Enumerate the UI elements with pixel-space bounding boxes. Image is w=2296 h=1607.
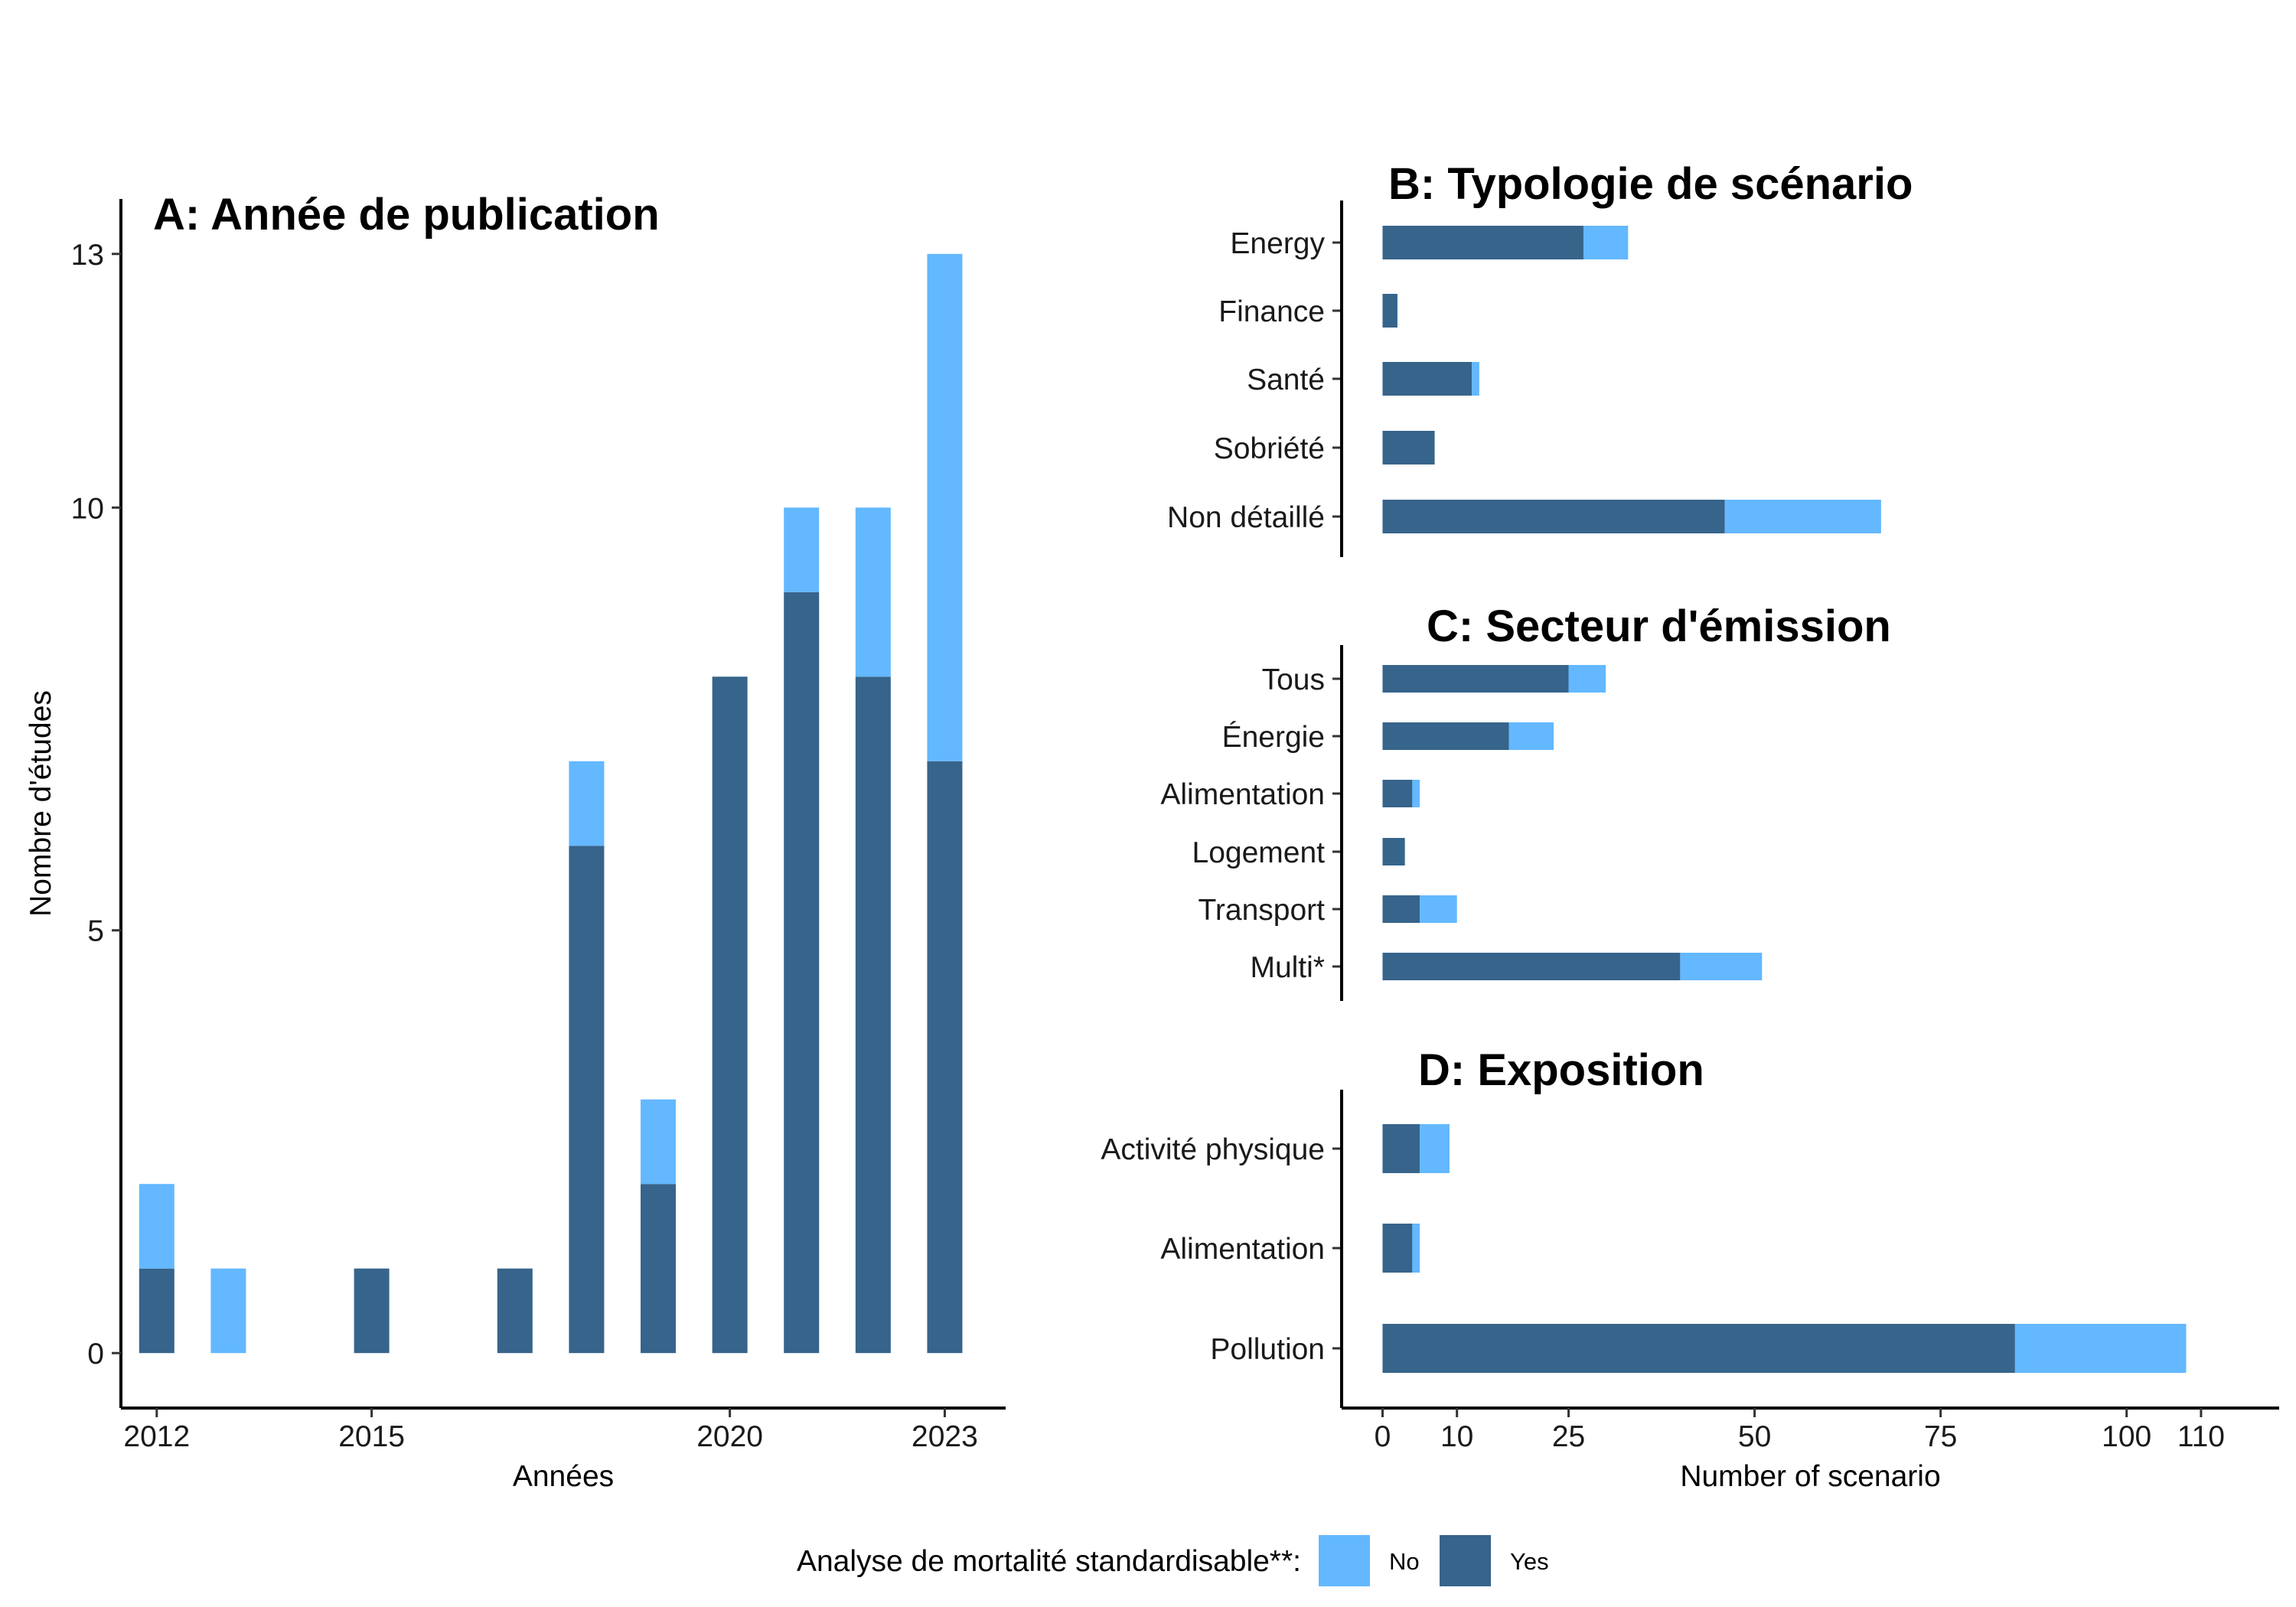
x-tick-label: 2015 [338, 1420, 405, 1453]
category-label: Activité physique [1101, 1133, 1325, 1166]
x-axis-title: Années [513, 1460, 614, 1493]
x-axis-title: Number of scenario [1680, 1460, 1940, 1493]
legend: Analyse de mortalité standardisable**: No… [797, 1535, 1549, 1586]
x-tick-label: 2023 [912, 1420, 978, 1453]
category-label: Énergie [1222, 721, 1325, 754]
category-label: Logement [1192, 836, 1326, 869]
panel-title: A: Année de publication [153, 190, 660, 240]
bar-2022-no [855, 507, 891, 677]
category-label: Energy [1230, 227, 1325, 260]
bar-non-detaille-yes [1382, 500, 1725, 533]
bar-activite-physique-no [1420, 1124, 1450, 1173]
bar-2012-no [139, 1184, 174, 1269]
bar-multi-no [1680, 953, 1763, 980]
bar-sobriete-yes [1382, 431, 1435, 464]
x-tick-label: 10 [1440, 1420, 1473, 1453]
category-label: Pollution [1210, 1333, 1325, 1366]
y-tick-label: 13 [71, 239, 104, 272]
x-tick-label: 2012 [123, 1420, 190, 1453]
bar-energy-no [1583, 226, 1629, 259]
bar-2018-no [569, 761, 605, 846]
bar-energie-yes [1382, 722, 1509, 750]
bar-2013-no [210, 1268, 246, 1354]
legend-title: Analyse de mortalité standardisable**: [797, 1545, 1301, 1578]
bar-pollution-no [2014, 1324, 2187, 1373]
bar-2017-yes [497, 1268, 533, 1354]
x-tick-label: 2020 [696, 1420, 763, 1453]
bar-energy-yes [1382, 226, 1583, 259]
x-tick-label: 25 [1552, 1420, 1585, 1453]
x-tick-label: 100 [2102, 1420, 2151, 1453]
bar-finance-yes [1382, 294, 1397, 328]
y-tick-label: 10 [71, 492, 104, 525]
bar-pollution-yes [1382, 1324, 2015, 1373]
bar-transport-no [1420, 895, 1457, 923]
category-label: Santé [1247, 363, 1325, 396]
panel-a-publication-year: 0 5 10 13 2012 2015 2020 2023 A: Année de public… [24, 190, 1006, 1493]
panel-d-exposure: D: Exposition Activité physique Alimentati… [1101, 1045, 2279, 1493]
category-label: Alimentation [1160, 778, 1325, 811]
bar-multi-yes [1382, 953, 1681, 980]
bar-energie-no [1508, 722, 1554, 750]
bar-2021-yes [784, 592, 820, 1354]
category-label: Non détaillé [1167, 501, 1325, 534]
y-tick-label: 5 [87, 915, 104, 948]
legend-label-yes: Yes [1510, 1548, 1549, 1575]
y-tick-label: 0 [87, 1338, 104, 1371]
bar-2018-yes [569, 846, 605, 1354]
bar-2012-yes [139, 1268, 174, 1354]
legend-swatch-no [1319, 1535, 1370, 1586]
bar-transport-yes [1382, 895, 1420, 923]
legend-swatch-yes [1440, 1535, 1491, 1586]
bar-activite-physique-yes [1382, 1124, 1420, 1173]
bar-2019-no [641, 1099, 677, 1185]
category-label: Transport [1199, 894, 1326, 927]
bar-2023-yes [927, 761, 963, 1354]
bar-2021-no [784, 507, 820, 592]
bar-logement-yes [1382, 838, 1405, 865]
bar-2019-yes [641, 1184, 677, 1354]
category-label: Sobriété [1214, 432, 1325, 465]
legend-label-no: No [1389, 1548, 1420, 1575]
bar-sante-yes [1382, 362, 1473, 396]
category-label: Alimentation [1160, 1233, 1325, 1266]
panel-title: D: Exposition [1418, 1045, 1704, 1095]
bar-2015-yes [354, 1268, 390, 1354]
bar-non-detaille-no [1724, 500, 1881, 533]
x-tick-label: 110 [2177, 1420, 2225, 1453]
bar-alimentation-yes [1382, 1224, 1413, 1273]
bar-tous-no [1568, 665, 1606, 693]
bar-alimentation-no [1412, 780, 1420, 807]
panel-c-emission-sector: C: Secteur d'émission Tous Énergie Alimenta… [1160, 601, 1891, 1001]
panel-title: C: Secteur d'émission [1427, 601, 1891, 651]
category-label: Multi* [1250, 951, 1325, 984]
x-tick-label: 50 [1738, 1420, 1771, 1453]
bar-2020-yes [712, 676, 748, 1354]
category-label: Tous [1262, 663, 1325, 696]
x-tick-label: 0 [1375, 1420, 1391, 1453]
y-axis-title: Nombre d'études [24, 690, 57, 917]
panel-b-scenario-typology: B: Typologie de scénario Energy Finance San… [1167, 159, 1913, 557]
bar-sante-no [1472, 362, 1479, 396]
x-tick-label: 75 [1924, 1420, 1957, 1453]
bar-alimentation-no [1412, 1224, 1420, 1273]
category-label: Finance [1218, 295, 1325, 328]
bar-2023-no [927, 253, 963, 761]
bar-2022-yes [855, 676, 891, 1354]
panel-title: B: Typologie de scénario [1388, 159, 1913, 209]
bar-tous-yes [1382, 665, 1569, 693]
bar-alimentation-yes [1382, 780, 1413, 807]
